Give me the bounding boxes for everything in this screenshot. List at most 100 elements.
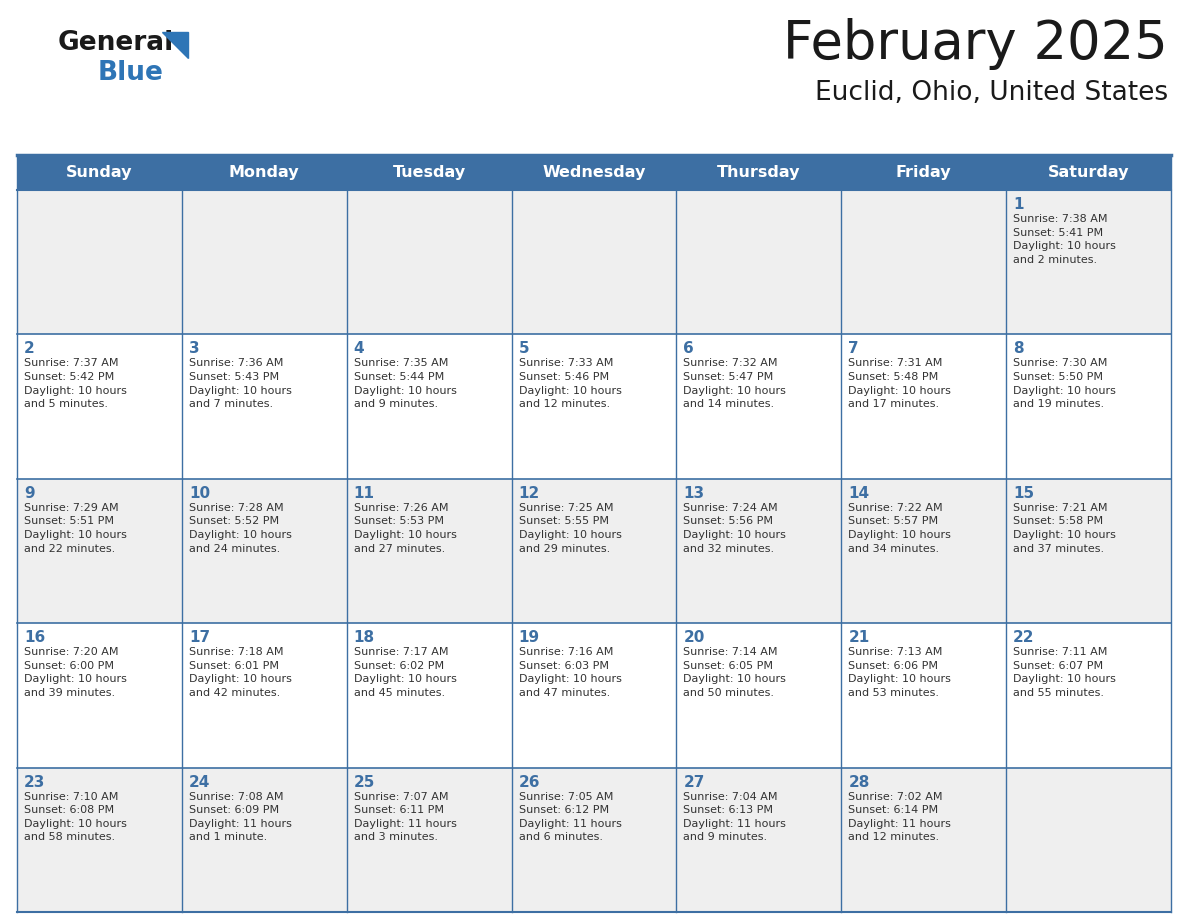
Bar bbox=[347, 190, 512, 334]
Polygon shape bbox=[162, 32, 188, 58]
Text: 16: 16 bbox=[24, 630, 45, 645]
Text: Sunrise: 7:04 AM
Sunset: 6:13 PM
Daylight: 11 hours
and 9 minutes.: Sunrise: 7:04 AM Sunset: 6:13 PM Dayligh… bbox=[683, 791, 786, 843]
Text: 25: 25 bbox=[354, 775, 375, 789]
Bar bbox=[347, 479, 512, 623]
Text: Sunrise: 7:38 AM
Sunset: 5:41 PM
Daylight: 10 hours
and 2 minutes.: Sunrise: 7:38 AM Sunset: 5:41 PM Dayligh… bbox=[1013, 214, 1116, 264]
Text: Sunrise: 7:13 AM
Sunset: 6:06 PM
Daylight: 10 hours
and 53 minutes.: Sunrise: 7:13 AM Sunset: 6:06 PM Dayligh… bbox=[848, 647, 952, 698]
Bar bbox=[182, 334, 347, 479]
Text: 9: 9 bbox=[24, 486, 34, 501]
Text: 8: 8 bbox=[1013, 341, 1024, 356]
Text: Sunrise: 7:30 AM
Sunset: 5:50 PM
Daylight: 10 hours
and 19 minutes.: Sunrise: 7:30 AM Sunset: 5:50 PM Dayligh… bbox=[1013, 358, 1116, 409]
Text: Sunrise: 7:18 AM
Sunset: 6:01 PM
Daylight: 10 hours
and 42 minutes.: Sunrise: 7:18 AM Sunset: 6:01 PM Dayligh… bbox=[189, 647, 292, 698]
Text: Sunrise: 7:28 AM
Sunset: 5:52 PM
Daylight: 10 hours
and 24 minutes.: Sunrise: 7:28 AM Sunset: 5:52 PM Dayligh… bbox=[189, 503, 292, 554]
Text: Monday: Monday bbox=[229, 165, 299, 180]
Text: 22: 22 bbox=[1013, 630, 1035, 645]
Text: 12: 12 bbox=[519, 486, 539, 501]
Text: Sunrise: 7:08 AM
Sunset: 6:09 PM
Daylight: 11 hours
and 1 minute.: Sunrise: 7:08 AM Sunset: 6:09 PM Dayligh… bbox=[189, 791, 292, 843]
Text: 26: 26 bbox=[519, 775, 541, 789]
Bar bbox=[841, 190, 1006, 334]
Bar bbox=[17, 623, 182, 767]
Text: Blue: Blue bbox=[97, 60, 164, 86]
Text: 5: 5 bbox=[519, 341, 529, 356]
Text: 1: 1 bbox=[1013, 197, 1024, 212]
Text: Sunrise: 7:31 AM
Sunset: 5:48 PM
Daylight: 10 hours
and 17 minutes.: Sunrise: 7:31 AM Sunset: 5:48 PM Dayligh… bbox=[848, 358, 952, 409]
Text: Sunrise: 7:22 AM
Sunset: 5:57 PM
Daylight: 10 hours
and 34 minutes.: Sunrise: 7:22 AM Sunset: 5:57 PM Dayligh… bbox=[848, 503, 952, 554]
Text: 14: 14 bbox=[848, 486, 870, 501]
Text: Sunrise: 7:17 AM
Sunset: 6:02 PM
Daylight: 10 hours
and 45 minutes.: Sunrise: 7:17 AM Sunset: 6:02 PM Dayligh… bbox=[354, 647, 456, 698]
Bar bbox=[347, 767, 512, 912]
Text: Sunrise: 7:20 AM
Sunset: 6:00 PM
Daylight: 10 hours
and 39 minutes.: Sunrise: 7:20 AM Sunset: 6:00 PM Dayligh… bbox=[24, 647, 127, 698]
Bar bbox=[182, 623, 347, 767]
Text: 15: 15 bbox=[1013, 486, 1035, 501]
Text: Euclid, Ohio, United States: Euclid, Ohio, United States bbox=[815, 80, 1168, 106]
Text: 4: 4 bbox=[354, 341, 365, 356]
Text: Sunrise: 7:21 AM
Sunset: 5:58 PM
Daylight: 10 hours
and 37 minutes.: Sunrise: 7:21 AM Sunset: 5:58 PM Dayligh… bbox=[1013, 503, 1116, 554]
Bar bbox=[17, 767, 182, 912]
Text: Sunrise: 7:25 AM
Sunset: 5:55 PM
Daylight: 10 hours
and 29 minutes.: Sunrise: 7:25 AM Sunset: 5:55 PM Dayligh… bbox=[519, 503, 621, 554]
Text: 24: 24 bbox=[189, 775, 210, 789]
Text: 2: 2 bbox=[24, 341, 34, 356]
Text: 19: 19 bbox=[519, 630, 539, 645]
Text: Sunrise: 7:16 AM
Sunset: 6:03 PM
Daylight: 10 hours
and 47 minutes.: Sunrise: 7:16 AM Sunset: 6:03 PM Dayligh… bbox=[519, 647, 621, 698]
Bar bbox=[1006, 334, 1171, 479]
Text: Friday: Friday bbox=[896, 165, 952, 180]
Bar bbox=[841, 334, 1006, 479]
Text: Sunrise: 7:14 AM
Sunset: 6:05 PM
Daylight: 10 hours
and 50 minutes.: Sunrise: 7:14 AM Sunset: 6:05 PM Dayligh… bbox=[683, 647, 786, 698]
Text: 21: 21 bbox=[848, 630, 870, 645]
Bar bbox=[17, 190, 182, 334]
Bar bbox=[347, 334, 512, 479]
Text: 3: 3 bbox=[189, 341, 200, 356]
Text: Sunrise: 7:33 AM
Sunset: 5:46 PM
Daylight: 10 hours
and 12 minutes.: Sunrise: 7:33 AM Sunset: 5:46 PM Dayligh… bbox=[519, 358, 621, 409]
Bar bbox=[512, 334, 676, 479]
Bar bbox=[17, 479, 182, 623]
Text: Tuesday: Tuesday bbox=[392, 165, 466, 180]
Bar bbox=[512, 767, 676, 912]
Text: Sunrise: 7:29 AM
Sunset: 5:51 PM
Daylight: 10 hours
and 22 minutes.: Sunrise: 7:29 AM Sunset: 5:51 PM Dayligh… bbox=[24, 503, 127, 554]
Text: Sunrise: 7:35 AM
Sunset: 5:44 PM
Daylight: 10 hours
and 9 minutes.: Sunrise: 7:35 AM Sunset: 5:44 PM Dayligh… bbox=[354, 358, 456, 409]
Text: Wednesday: Wednesday bbox=[542, 165, 646, 180]
Text: February 2025: February 2025 bbox=[783, 18, 1168, 70]
Bar bbox=[182, 190, 347, 334]
Text: 20: 20 bbox=[683, 630, 704, 645]
Text: Sunrise: 7:26 AM
Sunset: 5:53 PM
Daylight: 10 hours
and 27 minutes.: Sunrise: 7:26 AM Sunset: 5:53 PM Dayligh… bbox=[354, 503, 456, 554]
Text: 23: 23 bbox=[24, 775, 45, 789]
Bar bbox=[676, 479, 841, 623]
Text: 7: 7 bbox=[848, 341, 859, 356]
Text: 10: 10 bbox=[189, 486, 210, 501]
Text: 18: 18 bbox=[354, 630, 375, 645]
Text: Sunrise: 7:32 AM
Sunset: 5:47 PM
Daylight: 10 hours
and 14 minutes.: Sunrise: 7:32 AM Sunset: 5:47 PM Dayligh… bbox=[683, 358, 786, 409]
Bar bbox=[512, 190, 676, 334]
Bar bbox=[1006, 190, 1171, 334]
Text: Thursday: Thursday bbox=[718, 165, 801, 180]
Text: Sunrise: 7:05 AM
Sunset: 6:12 PM
Daylight: 11 hours
and 6 minutes.: Sunrise: 7:05 AM Sunset: 6:12 PM Dayligh… bbox=[519, 791, 621, 843]
Bar bbox=[676, 190, 841, 334]
Bar bbox=[841, 623, 1006, 767]
Text: 28: 28 bbox=[848, 775, 870, 789]
Bar bbox=[512, 479, 676, 623]
Text: Sunrise: 7:36 AM
Sunset: 5:43 PM
Daylight: 10 hours
and 7 minutes.: Sunrise: 7:36 AM Sunset: 5:43 PM Dayligh… bbox=[189, 358, 292, 409]
Text: General: General bbox=[58, 30, 175, 56]
Text: 17: 17 bbox=[189, 630, 210, 645]
Text: Sunrise: 7:07 AM
Sunset: 6:11 PM
Daylight: 11 hours
and 3 minutes.: Sunrise: 7:07 AM Sunset: 6:11 PM Dayligh… bbox=[354, 791, 456, 843]
Text: 6: 6 bbox=[683, 341, 694, 356]
Text: Sunrise: 7:24 AM
Sunset: 5:56 PM
Daylight: 10 hours
and 32 minutes.: Sunrise: 7:24 AM Sunset: 5:56 PM Dayligh… bbox=[683, 503, 786, 554]
Text: 13: 13 bbox=[683, 486, 704, 501]
Text: Sunrise: 7:10 AM
Sunset: 6:08 PM
Daylight: 10 hours
and 58 minutes.: Sunrise: 7:10 AM Sunset: 6:08 PM Dayligh… bbox=[24, 791, 127, 843]
Bar bbox=[1006, 479, 1171, 623]
Bar bbox=[17, 334, 182, 479]
Text: Sunrise: 7:37 AM
Sunset: 5:42 PM
Daylight: 10 hours
and 5 minutes.: Sunrise: 7:37 AM Sunset: 5:42 PM Dayligh… bbox=[24, 358, 127, 409]
Bar bbox=[841, 479, 1006, 623]
Bar bbox=[841, 767, 1006, 912]
Bar bbox=[676, 767, 841, 912]
Text: Sunrise: 7:11 AM
Sunset: 6:07 PM
Daylight: 10 hours
and 55 minutes.: Sunrise: 7:11 AM Sunset: 6:07 PM Dayligh… bbox=[1013, 647, 1116, 698]
Bar bbox=[676, 623, 841, 767]
Text: 11: 11 bbox=[354, 486, 374, 501]
Text: Sunday: Sunday bbox=[67, 165, 133, 180]
Bar bbox=[1006, 623, 1171, 767]
Bar bbox=[182, 767, 347, 912]
Bar bbox=[1006, 767, 1171, 912]
Bar bbox=[676, 334, 841, 479]
Text: Sunrise: 7:02 AM
Sunset: 6:14 PM
Daylight: 11 hours
and 12 minutes.: Sunrise: 7:02 AM Sunset: 6:14 PM Dayligh… bbox=[848, 791, 952, 843]
Bar bbox=[17, 155, 1171, 190]
Text: 27: 27 bbox=[683, 775, 704, 789]
